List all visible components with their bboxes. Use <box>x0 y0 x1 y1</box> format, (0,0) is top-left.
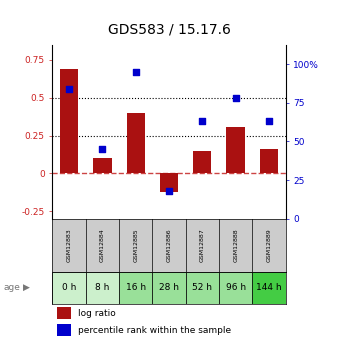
Text: GSM12884: GSM12884 <box>100 228 105 262</box>
Text: percentile rank within the sample: percentile rank within the sample <box>78 326 231 335</box>
Text: 8 h: 8 h <box>95 283 110 292</box>
Bar <box>260 149 278 174</box>
Point <box>133 69 138 75</box>
Text: log ratio: log ratio <box>78 309 116 318</box>
Text: 0 h: 0 h <box>62 283 76 292</box>
Bar <box>252 272 286 304</box>
Bar <box>57 324 71 336</box>
Bar <box>126 113 145 174</box>
Bar <box>60 69 78 174</box>
Text: 144 h: 144 h <box>256 283 282 292</box>
Text: GSM12885: GSM12885 <box>133 228 138 262</box>
Bar <box>93 158 112 174</box>
Bar <box>219 272 252 304</box>
Text: GSM12888: GSM12888 <box>233 228 238 262</box>
Bar <box>160 174 178 191</box>
Point <box>66 86 72 92</box>
Bar <box>52 272 86 304</box>
Point <box>266 119 272 124</box>
Point <box>200 119 205 124</box>
Text: 16 h: 16 h <box>126 283 146 292</box>
Bar <box>226 127 245 174</box>
Point <box>100 147 105 152</box>
Text: GSM12887: GSM12887 <box>200 228 205 262</box>
Text: GDS583 / 15.17.6: GDS583 / 15.17.6 <box>107 22 231 36</box>
Text: 96 h: 96 h <box>225 283 246 292</box>
Bar <box>57 307 71 319</box>
Text: ▶: ▶ <box>23 283 30 292</box>
Point <box>166 188 172 194</box>
Text: GSM12889: GSM12889 <box>266 228 271 262</box>
Bar <box>186 272 219 304</box>
Bar <box>86 272 119 304</box>
Point <box>233 96 238 101</box>
Text: age: age <box>3 283 20 292</box>
Text: 28 h: 28 h <box>159 283 179 292</box>
Text: GSM12886: GSM12886 <box>167 228 171 262</box>
Text: GSM12883: GSM12883 <box>67 228 72 262</box>
Bar <box>193 151 212 174</box>
Bar <box>119 272 152 304</box>
Text: 52 h: 52 h <box>192 283 212 292</box>
Bar <box>152 272 186 304</box>
